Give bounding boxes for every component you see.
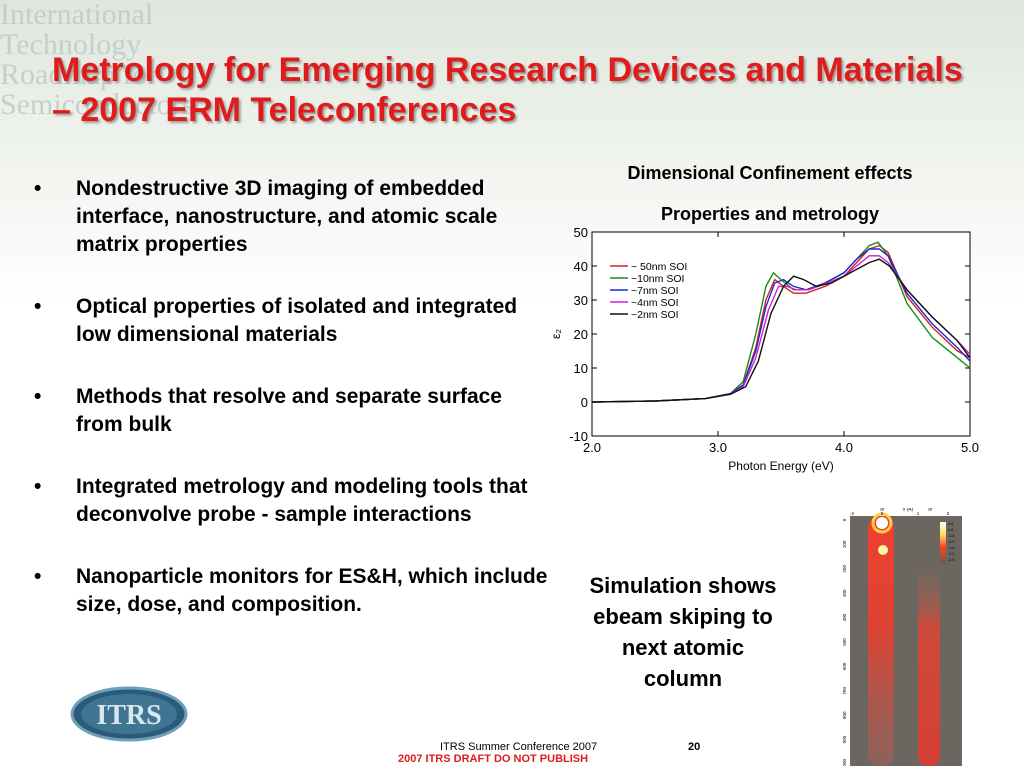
draft-notice: 2007 ITRS DRAFT DO NOT PUBLISH [398, 753, 589, 765]
sim-y-tick: 400 [842, 613, 847, 621]
sim-y-tick: 100 [842, 540, 847, 548]
sim-top-label: x (Å) [903, 508, 914, 513]
sim-colorbar-tick: -1.0 [948, 540, 955, 544]
x-tick-label: 2.0 [583, 440, 601, 455]
bullet-item: • Integrated metrology and modeling tools… [34, 473, 554, 529]
y-tick-label: 10 [574, 361, 588, 376]
sim-x-tick: 0 [881, 511, 884, 516]
y-axis-label: ε₂ [549, 329, 563, 339]
bullet-text: Optical properties of isolated and integ… [76, 295, 518, 346]
series-line [591, 258, 971, 403]
sim-y-tick: 800 [842, 711, 847, 719]
chart-subheading: Properties and metrology [660, 204, 880, 224]
bullet-text: Integrated metrology and modeling tools … [76, 475, 528, 526]
legend-label: ~10nm SOI [631, 273, 684, 285]
sim-colorbar-tick: -2.0 [948, 552, 955, 556]
sim-column-left [868, 516, 894, 766]
bullet-text: Methods that resolve and separate surfac… [76, 385, 502, 436]
sim-colorbar [940, 522, 946, 564]
logo-globe [81, 694, 177, 734]
sim-y-tick: 300 [842, 589, 847, 597]
itrs-watermark: International Technology Roadmap for Sem… [0, 0, 260, 180]
ebeam-simulation-image: Si x (Å) Si-2 0 1 201002003004005006007008009… [842, 508, 962, 766]
legend-label: ~ 50nm SOI [631, 261, 687, 273]
watermark-line: Semiconductors [0, 88, 194, 121]
bullet-item: • Methods that resolve and separate surfa… [34, 383, 554, 439]
bullet-dot: • [34, 385, 42, 408]
sim-y-tick: 500 [842, 638, 847, 646]
legend-label: ~7nm SOI [631, 285, 679, 297]
x-axis-label: Photon Energy (eV) [728, 459, 833, 473]
bullet-dot: • [34, 177, 42, 200]
bullet-list: • Nondestructive 3D imaging of embedded i… [34, 175, 554, 653]
watermark-line: Technology [0, 28, 142, 61]
watermark-line: Roadmap for [0, 58, 158, 91]
y-tick-label: 50 [574, 225, 588, 240]
sim-y-tick: 700 [842, 687, 847, 695]
y-tick-label: 30 [574, 293, 588, 308]
sim-colorbar-tick: -2.5 [948, 558, 955, 562]
sim-y-tick: 200 [842, 565, 847, 573]
bullet-item: • Optical properties of isolated and inte… [34, 293, 554, 349]
watermark-line: International [0, 0, 154, 31]
itrs-logo: ITRS [70, 686, 188, 742]
y-tick-label: 40 [574, 259, 588, 274]
footer-conference: ITRS Summer Conference 2007 [440, 741, 598, 753]
epsilon2-line-chart: 2.0 3.0 4.0 5.0 -10 0 10 20 30 40 50 Photon Energy … [549, 225, 979, 473]
bullet-text: Nanoparticle monitors for ES&H, which in… [76, 565, 548, 616]
sim-y-tick: 0 [842, 518, 847, 521]
sim-y-tick: 1000 [842, 758, 847, 766]
logo-text: ITRS [96, 700, 161, 731]
sim-x-tick: -2 [850, 511, 854, 516]
bullet-text: Nondestructive 3D imaging of embedded in… [76, 177, 498, 256]
sim-top-label: Si [928, 508, 932, 513]
sim-y-tick: 900 [842, 735, 847, 743]
sim-hotspot [871, 512, 893, 534]
sim-x-tick: 2 [947, 511, 950, 516]
legend-label: ~2nm SOI [631, 309, 679, 321]
sim-colorbar-tick: 0.0 [948, 528, 953, 532]
sim-colorbar-tick: 0.5 [948, 522, 953, 526]
bullet-dot: • [34, 295, 42, 318]
sim-colorbar-tick: -0.5 [948, 534, 955, 538]
bullet-dot: • [34, 475, 42, 498]
slide-title: Metrology for Emerging Research Devices … [52, 51, 963, 129]
x-tick-label: 3.0 [709, 440, 727, 455]
y-tick-label: 20 [574, 327, 588, 342]
sim-hotspot [876, 517, 888, 529]
sim-x-tick: 1 [917, 511, 920, 516]
page-number: 20 [688, 741, 701, 753]
chart-heading: Dimensional Confinement effects [627, 163, 913, 183]
sim-colorbar-tick: -1.5 [948, 546, 955, 550]
bullet-item: • Nondestructive 3D imaging of embedded i… [34, 175, 554, 259]
y-tick-label: -10 [569, 429, 588, 444]
sim-top-label: Si [880, 508, 884, 513]
x-tick-label: 5.0 [961, 440, 979, 455]
sim-column-right [918, 568, 940, 766]
legend-box [607, 257, 701, 321]
x-tick-label: 4.0 [835, 440, 853, 455]
legend-label: ~4nm SOI [631, 297, 679, 309]
y-tick-label: 0 [581, 395, 588, 410]
sim-hotspot [878, 545, 888, 555]
bullet-item: • Nanoparticle monitors for ES&H, which i… [34, 563, 554, 619]
simulation-caption: Simulation shows ebeam skiping to next a… [589, 573, 777, 691]
bullet-dot: • [34, 565, 42, 588]
sim-y-tick: 600 [842, 662, 847, 670]
